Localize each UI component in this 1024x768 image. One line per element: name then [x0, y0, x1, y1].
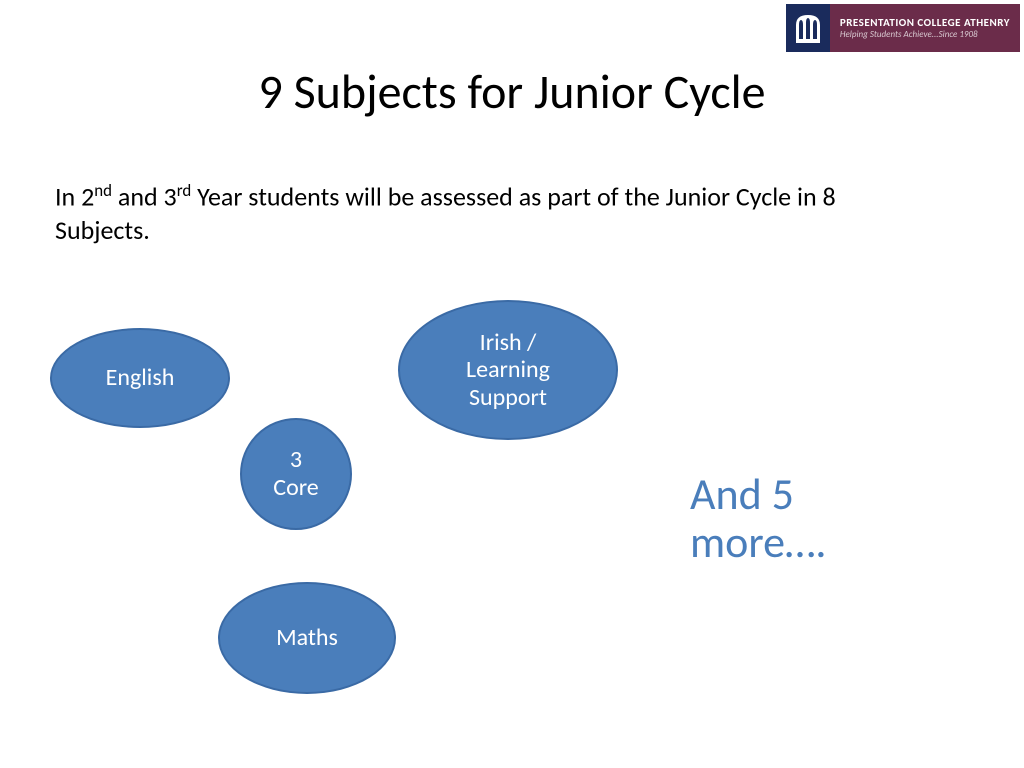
- ellipse-core-label: 3Core: [273, 446, 318, 501]
- slide-body-text: In 2nd and 3rd Year students will be ass…: [55, 180, 875, 248]
- school-logo-banner: PRESENTATION COLLEGE ATHENRY Helping Stu…: [786, 4, 1020, 52]
- side-text-line1: And 5: [690, 470, 827, 518]
- ellipse-maths-label: Maths: [276, 624, 338, 652]
- ellipse-irish-label: Irish /LearningSupport: [466, 329, 550, 412]
- school-crest-icon: [786, 4, 830, 52]
- ellipse-maths: Maths: [218, 582, 396, 694]
- side-text: And 5 more….: [690, 470, 827, 567]
- slide-title: 9 Subjects for Junior Cycle: [0, 62, 1024, 121]
- school-tagline: Helping Students Achieve...Since 1908: [840, 29, 1010, 40]
- school-name: PRESENTATION COLLEGE ATHENRY: [840, 16, 1010, 29]
- ellipse-irish: Irish /LearningSupport: [398, 300, 618, 440]
- ellipse-english: English: [50, 328, 230, 428]
- ellipse-english-label: English: [106, 364, 175, 392]
- side-text-line2: more….: [690, 518, 827, 566]
- school-logo-text: PRESENTATION COLLEGE ATHENRY Helping Stu…: [830, 4, 1020, 52]
- ellipse-core: 3Core: [240, 418, 352, 530]
